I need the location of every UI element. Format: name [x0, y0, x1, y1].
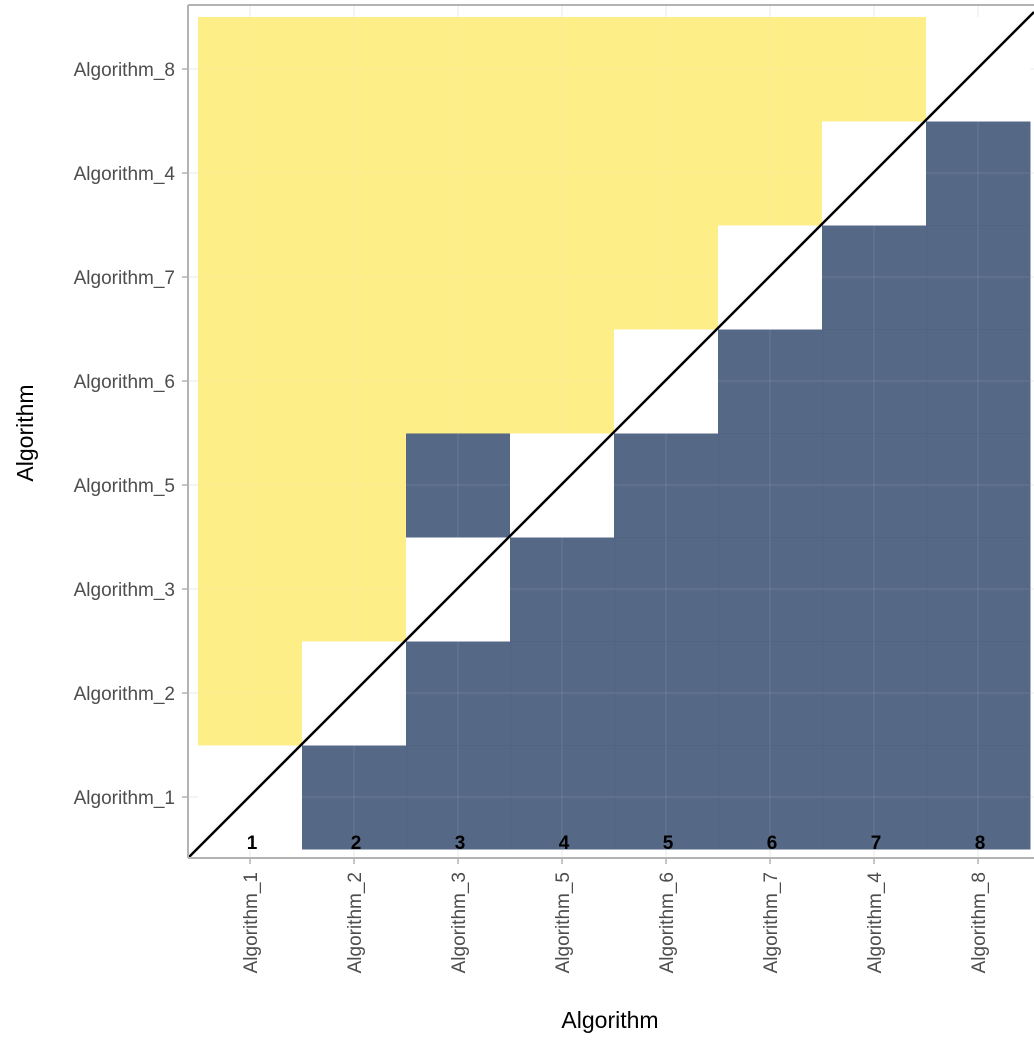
y-axis-title: Algorithm — [12, 384, 38, 481]
heatmap-cell — [614, 17, 719, 122]
heatmap-cell — [510, 641, 615, 746]
heatmap-cell — [718, 537, 823, 642]
heatmap-cell — [718, 329, 823, 434]
heatmap-cell — [510, 329, 615, 434]
heatmap-cell — [198, 17, 303, 122]
heatmap-cell — [926, 433, 1031, 538]
heatmap-cell — [510, 225, 615, 330]
heatmap-cell — [198, 433, 303, 538]
heatmap-cell — [822, 745, 927, 850]
heatmap-cell — [406, 641, 511, 746]
heatmap-cell — [926, 121, 1031, 226]
heatmap-cell — [510, 17, 615, 122]
heatmap-cell — [198, 641, 303, 746]
y-tick-label: Algorithm_4 — [74, 164, 176, 185]
heatmap-cell — [926, 329, 1031, 434]
y-tick-label: Algorithm_1 — [74, 788, 175, 809]
heatmap-cell — [614, 225, 719, 330]
heatmap-cell — [302, 433, 407, 538]
rank-label: 2 — [351, 833, 362, 854]
y-tick-label: Algorithm_7 — [74, 268, 175, 289]
x-tick-label: Algorithm_1 — [241, 872, 262, 973]
heatmap-cell — [198, 537, 303, 642]
heatmap-cell — [198, 329, 303, 434]
heatmap-cell — [822, 433, 927, 538]
y-tick-label: Algorithm_2 — [74, 684, 175, 705]
heatmap-cell — [822, 225, 927, 330]
rank-label: 7 — [871, 833, 882, 854]
y-tick-label: Algorithm_5 — [74, 476, 175, 497]
x-tick-label: Algorithm_7 — [761, 872, 782, 973]
x-tick-label: Algorithm_8 — [969, 872, 990, 973]
x-tick-label: Algorithm_4 — [865, 872, 886, 974]
heatmap-cells — [188, 5, 1034, 858]
diagonal-line — [187, 11, 1034, 859]
y-tick-label: Algorithm_6 — [74, 372, 175, 393]
heatmap-cell — [822, 17, 927, 122]
x-tick-label: Algorithm_2 — [345, 872, 366, 973]
heatmap-cell — [302, 329, 407, 434]
heatmap-cell — [406, 329, 511, 434]
heatmap-cell — [302, 121, 407, 226]
heatmap-cell — [614, 745, 719, 850]
heatmap-cell — [198, 225, 303, 330]
heatmap-cell — [718, 641, 823, 746]
heatmap-cell — [822, 537, 927, 642]
heatmap-cell — [510, 537, 615, 642]
heatmap-cell — [718, 17, 823, 122]
heatmap-cell — [198, 121, 303, 226]
heatmap-cell — [822, 329, 927, 434]
heatmap-cell — [302, 225, 407, 330]
heatmap-cell — [926, 641, 1031, 746]
rank-label: 8 — [975, 833, 986, 854]
heatmap-cell — [510, 745, 615, 850]
x-tick-label: Algorithm_3 — [449, 872, 470, 973]
heatmap-cell — [614, 537, 719, 642]
heatmap-cell — [510, 121, 615, 226]
axes — [187, 4, 1034, 859]
heatmap-cell — [926, 745, 1031, 850]
heatmap-cell — [406, 433, 511, 538]
heatmap-cell — [926, 537, 1031, 642]
heatmap-cell — [406, 745, 511, 850]
x-axis-title: Algorithm — [561, 1007, 658, 1033]
heatmap-cell — [718, 433, 823, 538]
rank-label: 1 — [247, 833, 258, 854]
x-tick-label: Algorithm_6 — [657, 872, 678, 973]
x-tick-label: Algorithm_5 — [553, 872, 574, 973]
rank-label: 4 — [559, 833, 570, 854]
heatmap-cell — [614, 121, 719, 226]
heatmap-cell — [302, 537, 407, 642]
heatmap-cell — [614, 641, 719, 746]
heatmap-cell — [718, 121, 823, 226]
heatmap-cell — [406, 121, 511, 226]
heatmap-cell — [406, 225, 511, 330]
heatmap-cell — [822, 641, 927, 746]
rank-label: 3 — [455, 833, 466, 854]
rank-labels: 1 2 3 4 5 6 7 8 — [247, 833, 986, 854]
heatmap-cell — [926, 225, 1031, 330]
heatmap-cell — [302, 17, 407, 122]
rank-label: 5 — [663, 833, 674, 854]
heatmap-cell — [302, 745, 407, 850]
heatmap-cell — [718, 745, 823, 850]
y-tick-label: Algorithm_8 — [74, 60, 175, 81]
heatmap-cell — [406, 17, 511, 122]
tick-labels: Algorithm_1 Algorithm_2 Algorithm_3 Algorit… — [74, 60, 990, 973]
heatmap-cell — [614, 433, 719, 538]
rank-label: 6 — [767, 833, 778, 854]
y-tick-label: Algorithm_3 — [74, 580, 175, 601]
